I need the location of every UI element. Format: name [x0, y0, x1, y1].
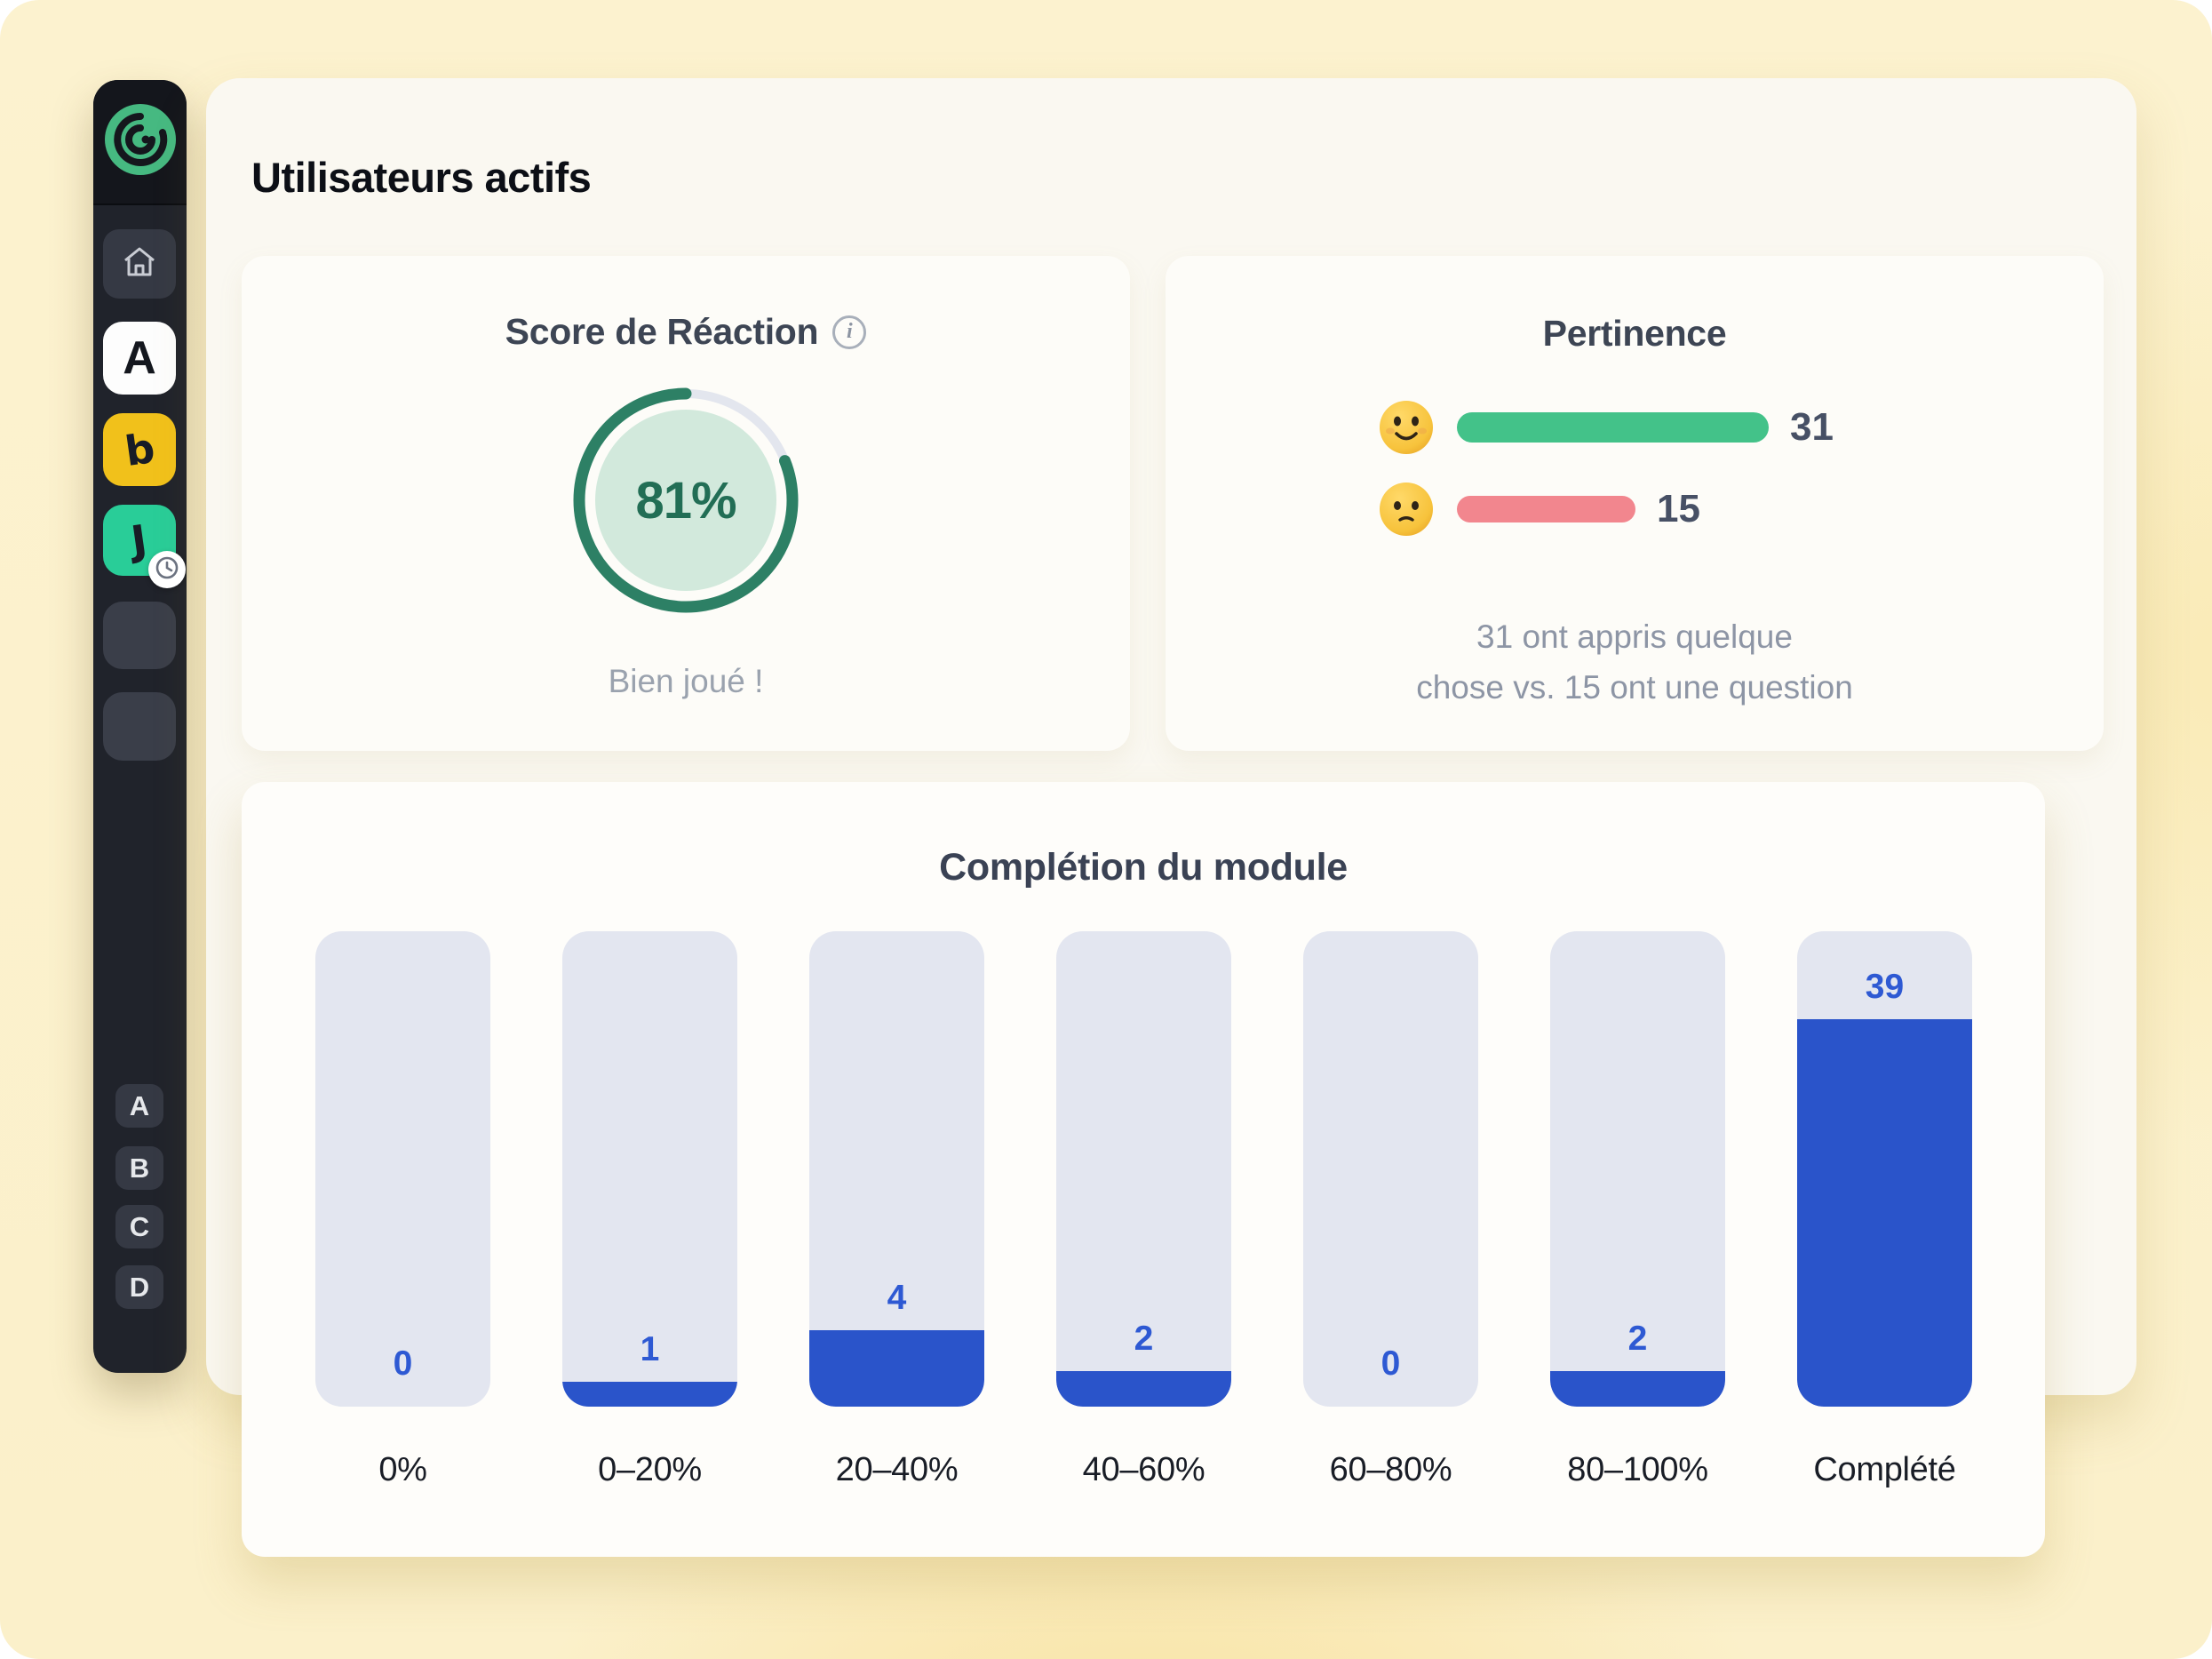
bar-track: 2 [1550, 931, 1725, 1407]
pertinence-card: Pertinence 31 [1166, 256, 2104, 751]
bar-category-label: 0–20% [598, 1451, 702, 1488]
bar-fill [809, 1329, 984, 1407]
pertinence-bar-positive [1457, 412, 1769, 443]
clock-icon [155, 555, 179, 585]
bar-value-label: 0 [1381, 1344, 1401, 1383]
reaction-score-ring: 81% [561, 376, 810, 625]
sidebar-item-home[interactable] [103, 229, 176, 299]
bar-category-label: Complété [1813, 1451, 1956, 1488]
pertinence-row-positive: 31 [1379, 400, 1834, 455]
bar-column: 1 0–20% [562, 931, 737, 1500]
sidebar-logo-section [93, 80, 187, 205]
pertinence-value-negative: 15 [1657, 487, 1700, 530]
bar-column: 39 Complété [1797, 931, 1972, 1500]
bar-track: 0 [315, 931, 490, 1407]
bar-category-label: 0% [378, 1451, 427, 1488]
sidebar: A b J A B C D [93, 80, 187, 1373]
sidebar-item-letter-a[interactable]: A [115, 1084, 163, 1128]
pertinence-caption-line2: chose vs. 15 ont une question [1416, 669, 1853, 706]
bar-fill [562, 1382, 737, 1407]
bar-track: 39 [1797, 931, 1972, 1407]
reaction-score-card: Score de Réaction i 81% Bien joué ! [242, 256, 1130, 751]
reaction-caption: Bien joué ! [608, 663, 764, 699]
reaction-score-value: 81% [635, 471, 736, 530]
page-title: Utilisateurs actifs [251, 154, 592, 201]
bar-column: 0 60–80% [1303, 931, 1478, 1500]
info-icon[interactable]: i [832, 315, 867, 349]
bar-category-label: 40–60% [1082, 1451, 1205, 1488]
sidebar-item-placeholder-2[interactable] [103, 692, 176, 761]
bar-fill [1797, 1018, 1972, 1407]
bar-value-label: 2 [1134, 1319, 1154, 1358]
sidebar-item-letter-d[interactable]: D [115, 1265, 163, 1309]
bar-column: 2 80–100% [1550, 931, 1725, 1500]
module-completion-card: Complétion du module 0 0% 1 0–20% 4 20–40% 2 40… [242, 782, 2045, 1557]
bar-value-label: 39 [1865, 967, 1905, 1006]
bar-category-label: 60–80% [1329, 1451, 1452, 1488]
sidebar-item-app-yellow[interactable]: b [103, 413, 176, 486]
bar-column: 2 40–60% [1056, 931, 1231, 1500]
ring-center-fill [595, 410, 776, 591]
bar-category-label: 80–100% [1567, 1451, 1708, 1488]
bar-value-label: 1 [640, 1330, 660, 1369]
sidebar-item-placeholder-1[interactable] [103, 602, 176, 669]
completion-chart-title: Complétion du module [939, 846, 1348, 889]
sidebar-item-letter-c[interactable]: C [115, 1205, 163, 1248]
brand-j-icon: J [128, 515, 151, 565]
pertinence-caption-line1: 31 ont appris quelque [1476, 618, 1793, 655]
pertinence-caption: 31 ont appris quelque chose vs. 15 ont u… [1166, 611, 2104, 713]
slightly-smiling-face-emoji [1379, 400, 1434, 455]
bar-track: 2 [1056, 931, 1231, 1407]
bar-track: 4 [809, 931, 984, 1407]
bar-value-label: 0 [393, 1344, 413, 1383]
pertinence-row-negative: 15 [1379, 482, 1700, 537]
bar-category-label: 20–40% [835, 1451, 959, 1488]
home-icon [122, 245, 157, 283]
letter-a-icon: A [123, 332, 156, 384]
sidebar-item-letter-b[interactable]: B [115, 1146, 163, 1190]
ring-progress [573, 387, 799, 613]
slightly-frowning-face-emoji [1379, 482, 1434, 537]
pertinence-bar-negative [1457, 496, 1635, 522]
bar-column: 4 20–40% [809, 931, 984, 1500]
bar-fill [1056, 1370, 1231, 1407]
bar-track: 1 [562, 931, 737, 1407]
reaction-card-title: Score de Réaction [505, 311, 819, 352]
bar-track: 0 [1303, 931, 1478, 1407]
clock-badge [148, 551, 186, 588]
pertinence-card-title: Pertinence [1542, 313, 1727, 354]
completion-bar-chart: 0 0% 1 0–20% 4 20–40% 2 40–60% 0 60–80% 2 80–100% 39… [315, 931, 1972, 1500]
sidebar-item-app-a[interactable]: A [103, 322, 176, 395]
pertinence-value-positive: 31 [1790, 405, 1834, 449]
brand-spiral-logo-icon[interactable] [104, 103, 177, 180]
brand-b-icon: b [121, 423, 158, 476]
bar-column: 0 0% [315, 931, 490, 1500]
bar-value-label: 2 [1627, 1319, 1648, 1358]
bar-value-label: 4 [887, 1278, 907, 1317]
bar-fill [1550, 1370, 1725, 1407]
